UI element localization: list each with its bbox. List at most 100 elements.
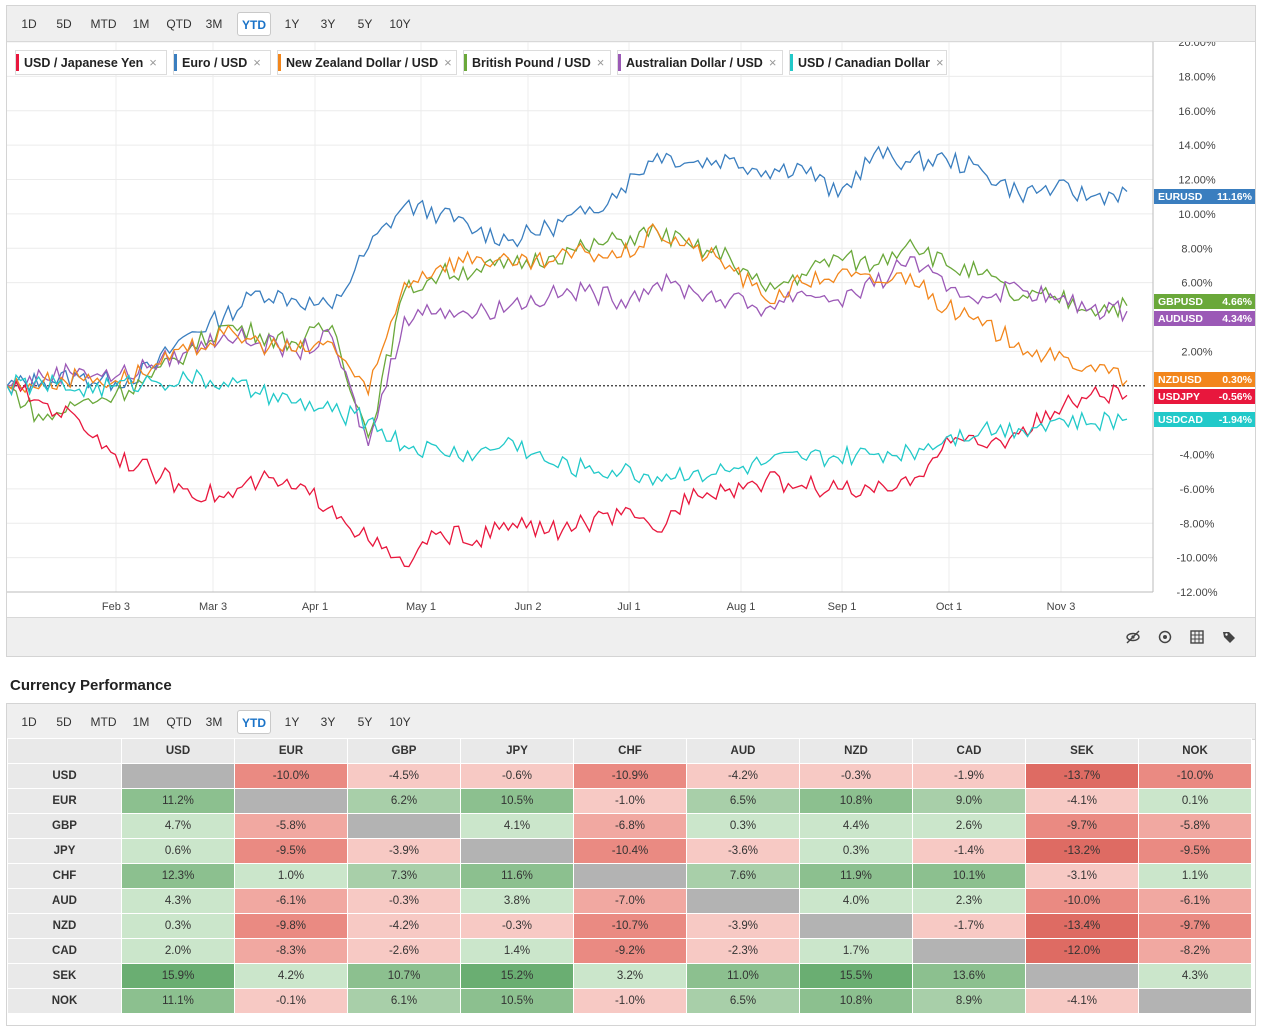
table-cell: -4.5% (347, 763, 461, 789)
table-cell: -6.1% (234, 888, 348, 914)
table-row: SEK 15.9% 4.2% 10.7% 15.2% 3.2% 11.0% 15.5% 13.6… (7, 963, 1252, 989)
period-button-1d[interactable]: 1D (21, 17, 37, 31)
period-button-3y[interactable]: 3Y (320, 715, 336, 729)
period-button-1d[interactable]: 1D (21, 715, 37, 729)
legend-swatch (174, 54, 177, 71)
reset-icon[interactable] (1157, 629, 1173, 645)
period-button-mtd[interactable]: MTD (90, 17, 117, 31)
legend-label: New Zealand Dollar / USD (286, 56, 439, 70)
table-cell: -9.8% (234, 913, 348, 939)
table-cell: 4.0% (799, 888, 913, 914)
column-header[interactable]: GBP (347, 738, 461, 764)
row-header: JPY (7, 838, 122, 864)
close-icon[interactable]: × (149, 55, 157, 70)
column-header[interactable]: CAD (912, 738, 1026, 764)
y-tick-label: 10.00% (1178, 209, 1216, 221)
x-tick-label: Aug 1 (727, 601, 756, 613)
table-cell: 0.3% (799, 838, 913, 864)
close-icon[interactable]: × (596, 55, 605, 70)
close-icon[interactable]: × (935, 55, 944, 70)
grid-icon[interactable] (1189, 629, 1205, 645)
legend-item[interactable]: USD / Japanese Yen × (15, 50, 167, 75)
x-tick-label: May 1 (406, 601, 436, 613)
table-cell: -8.2% (1138, 938, 1252, 964)
table-cell: 6.1% (347, 988, 461, 1014)
performance-table: USD EUR GBP JPY CHF AUD NZD CAD SEK NOK USD -10.0% -… (7, 738, 1252, 1014)
period-button-10y[interactable]: 10Y (389, 17, 411, 31)
table-cell: 15.9% (121, 963, 235, 989)
period-button-5y[interactable]: 5Y (357, 715, 373, 729)
table-cell: -4.2% (686, 763, 800, 789)
column-header[interactable]: EUR (234, 738, 348, 764)
legend-item[interactable]: USD / Canadian Dollar × (789, 50, 947, 75)
column-header[interactable]: NZD (799, 738, 913, 764)
value-badge-symbol: USDJPY (1158, 391, 1200, 403)
period-button-mtd[interactable]: MTD (90, 715, 117, 729)
column-header[interactable]: JPY (460, 738, 574, 764)
period-button-5y[interactable]: 5Y (357, 17, 373, 31)
table-cell: -9.5% (1138, 838, 1252, 864)
period-button-1y[interactable]: 1Y (284, 715, 300, 729)
legend-item[interactable]: New Zealand Dollar / USD × (277, 50, 457, 75)
table-cell: 15.5% (799, 963, 913, 989)
close-icon[interactable]: × (444, 55, 452, 70)
value-badge-value: 11.16% (1217, 191, 1253, 203)
column-header[interactable]: NOK (1138, 738, 1252, 764)
period-button-1y[interactable]: 1Y (284, 17, 300, 31)
period-selector: 1D 5D MTD 1M QTD 3M YTD 1Y 3Y 5Y 10Y (7, 6, 1255, 42)
table-row: JPY 0.6% -9.5% -3.9% -10.4% -3.6% 0.3% -1.4% -13… (7, 838, 1252, 864)
x-tick-label: Sep 1 (828, 601, 857, 613)
x-tick-label: Jul 1 (617, 601, 640, 613)
period-button-5d[interactable]: 5D (56, 17, 72, 31)
table-cell (460, 838, 574, 864)
table-cell: 9.0% (912, 788, 1026, 814)
y-tick-label: -10.00% (1177, 553, 1218, 565)
legend-item[interactable]: British Pound / USD × (463, 50, 611, 75)
table-cell: -0.3% (799, 763, 913, 789)
period-button-3m[interactable]: 3M (205, 17, 223, 31)
period-button-1m[interactable]: 1M (132, 17, 150, 31)
table-cell: 4.3% (1138, 963, 1252, 989)
table-cell: 11.6% (460, 863, 574, 889)
period-button-1m[interactable]: 1M (132, 715, 150, 729)
hide-icon[interactable] (1125, 629, 1141, 645)
table-cell: -1.4% (912, 838, 1026, 864)
column-header[interactable]: SEK (1025, 738, 1139, 764)
column-header[interactable]: AUD (686, 738, 800, 764)
close-icon[interactable]: × (253, 55, 261, 70)
table-cell: -8.3% (234, 938, 348, 964)
table-cell: 11.1% (121, 988, 235, 1014)
row-header: NZD (7, 913, 122, 939)
period-button-10y[interactable]: 10Y (389, 715, 411, 729)
table-cell: -6.8% (573, 813, 687, 839)
legend-item[interactable]: Euro / USD × (173, 50, 271, 75)
legend-item[interactable]: Australian Dollar / USD × (617, 50, 783, 75)
column-header[interactable]: USD (121, 738, 235, 764)
period-button-ytd[interactable]: YTD (237, 12, 271, 36)
row-header: CHF (7, 863, 122, 889)
tag-icon[interactable] (1221, 629, 1237, 645)
column-header[interactable]: CHF (573, 738, 687, 764)
table-cell: 13.6% (912, 963, 1026, 989)
row-header: CAD (7, 938, 122, 964)
period-button-3m[interactable]: 3M (205, 715, 223, 729)
value-badge (1154, 311, 1255, 326)
table-cell: -13.7% (1025, 763, 1139, 789)
period-button-qtd[interactable]: QTD (166, 17, 192, 31)
y-tick-label: -4.00% (1180, 450, 1215, 462)
x-tick-label: Mar 3 (199, 601, 227, 613)
table-cell: 8.9% (912, 988, 1026, 1014)
table-cell: -9.5% (234, 838, 348, 864)
period-button-5d[interactable]: 5D (56, 715, 72, 729)
table-cell: -10.0% (1025, 888, 1139, 914)
table-row: CHF 12.3% 1.0% 7.3% 11.6% 7.6% 11.9% 10.1% -3.1%… (7, 863, 1252, 889)
y-tick-label: -6.00% (1180, 484, 1215, 496)
period-button-qtd[interactable]: QTD (166, 715, 192, 729)
period-button-ytd[interactable]: YTD (237, 710, 271, 734)
table-cell: 3.8% (460, 888, 574, 914)
period-button-3y[interactable]: 3Y (320, 17, 336, 31)
table-cell (347, 813, 461, 839)
table-cell (1025, 963, 1139, 989)
close-icon[interactable]: × (768, 55, 777, 70)
table-cell: 4.7% (121, 813, 235, 839)
